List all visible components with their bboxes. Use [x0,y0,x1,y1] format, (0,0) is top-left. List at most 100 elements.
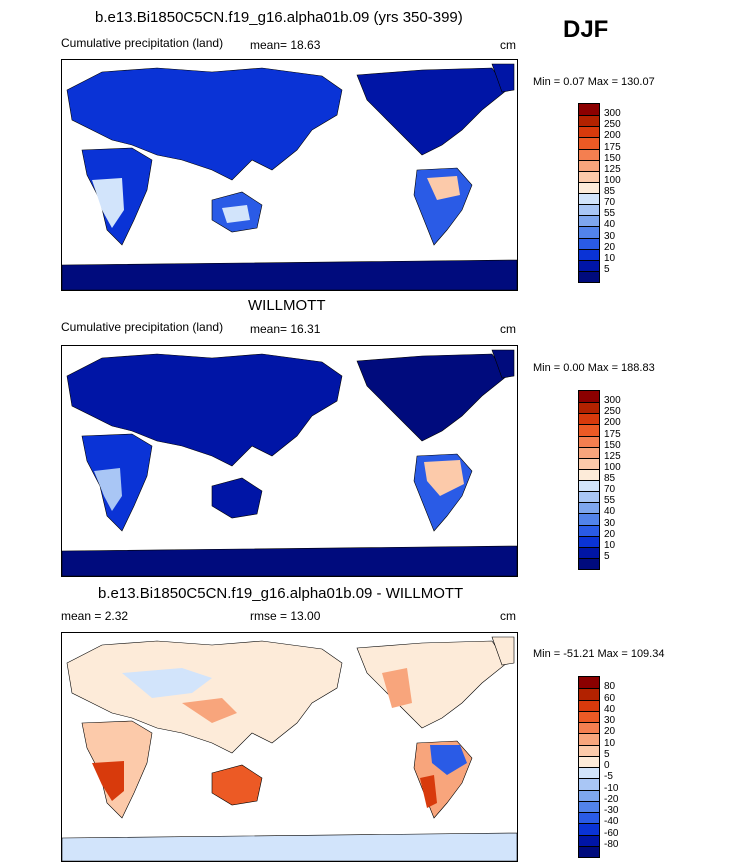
panel-2-variable-label: Cumulative precipitation (land) [61,320,224,334]
colorbar-tick-label: 125 [604,163,621,175]
colorbar-segment [579,204,599,216]
colorbar-tick-label: 85 [604,186,616,197]
colorbar-segment [579,524,599,536]
colorbar-segment [579,502,599,514]
colorbar-segment [579,744,599,756]
colorbar-segment [579,535,599,547]
colorbar-tick-label: 300 [604,108,621,120]
colorbar-segment [579,722,599,734]
colorbar-tick-label: 20 [604,241,616,253]
colorbar-segment [579,193,599,205]
panel-1-mean-label: mean= 18.63 [250,38,321,52]
panel-2-mean-label: mean= 16.31 [250,322,321,336]
panel-1-title: b.e13.Bi1850C5CN.f19_g16.alpha01b.09 (yr… [95,9,463,26]
colorbar-segment [579,767,599,779]
colorbar-tick-label: 70 [604,197,616,209]
panel-1-map-svg [62,63,517,290]
colorbar-tick-label: 250 [604,119,621,131]
colorbar-segment [579,557,599,569]
colorbar-tick-label: 40 [604,703,616,715]
colorbar-segment [579,402,599,414]
colorbar-tick-label: 55 [604,495,616,507]
colorbar-segment [579,491,599,503]
panel-1-minmax: Min = 0.07 Max = 130.07 [533,76,655,88]
colorbar-segment [579,789,599,801]
colorbar-segment [579,424,599,436]
colorbar-segment [579,259,599,271]
colorbar-segment [579,688,599,700]
colorbar-tick-label: 100 [604,174,621,186]
panel-1-landmasses [62,63,517,290]
colorbar-segment [579,677,599,689]
colorbar-tick-label: 40 [604,219,616,231]
panel-3-title: b.e13.Bi1850C5CN.f19_g16.alpha01b.09 - W… [98,585,464,602]
colorbar-tick-label: 55 [604,208,616,220]
colorbar-tick-label: 60 [604,692,616,704]
panel-2-units: cm [500,322,516,336]
colorbar-segment [579,710,599,722]
colorbar-tick-label: 85 [604,473,616,484]
colorbar-segment [579,126,599,138]
panel-3-colorbar [578,676,600,858]
colorbar-tick-label: 30 [604,517,616,529]
colorbar-segment [579,513,599,525]
panel-3-units: cm [500,609,516,623]
colorbar-segment [579,159,599,171]
colorbar-tick-label: 80 [604,681,616,693]
panel-2-title: WILLMOTT [248,297,326,314]
colorbar-segment [579,170,599,182]
colorbar-tick-label: -30 [604,805,619,816]
colorbar-segment [579,137,599,149]
colorbar-segment [579,237,599,249]
colorbar-segment [579,812,599,824]
panel-2-landmasses [62,349,517,576]
colorbar-tick-label: -60 [604,827,619,839]
colorbar-segment [579,104,599,116]
colorbar-tick-label: 250 [604,406,621,418]
panel-1-map [61,59,518,291]
colorbar-segment [579,800,599,812]
colorbar-segment [579,778,599,790]
colorbar-tick-label: 150 [604,152,621,164]
colorbar-tick-label: 200 [604,130,621,142]
colorbar-tick-label: -5 [604,771,613,783]
colorbar-tick-label: 150 [604,439,621,451]
colorbar-tick-label: 175 [604,141,621,153]
colorbar-tick-label: -10 [604,782,619,794]
colorbar-segment [579,457,599,469]
colorbar-segment [579,248,599,260]
colorbar-tick-label: 0 [604,760,610,771]
panel-3-mean-label: mean = 2.32 [61,609,129,623]
panel-2-map-svg [62,349,517,576]
colorbar-segment [579,413,599,425]
colorbar-segment [579,181,599,193]
colorbar-segment [579,270,599,282]
panel-1-colorbar [578,103,600,283]
colorbar-segment [579,446,599,458]
colorbar-tick-label: 10 [604,737,616,749]
colorbar-tick-label: 125 [604,450,621,462]
colorbar-tick-label: 10 [604,539,616,551]
colorbar-segment [579,733,599,745]
colorbar-tick-label: 200 [604,417,621,429]
colorbar-tick-label: 70 [604,484,616,496]
colorbar-tick-label: 30 [604,230,616,242]
panel-3-minmax: Min = -51.21 Max = 109.34 [533,648,665,660]
colorbar-segment [579,480,599,492]
colorbar-tick-label: 100 [604,461,621,473]
panel-3-map-svg [62,636,517,861]
colorbar-segment [579,391,599,403]
colorbar-tick-label: -20 [604,793,619,805]
colorbar-segment [579,755,599,767]
colorbar-segment [579,435,599,447]
colorbar-tick-label: 5 [604,263,610,275]
panel-1-units: cm [500,38,516,52]
colorbar-tick-label: 20 [604,528,616,540]
colorbar-tick-label: -40 [604,816,619,828]
colorbar-segment [579,226,599,238]
colorbar-tick-label: 5 [604,748,610,760]
panel-2-map [61,345,518,577]
panel-1-variable-label: Cumulative precipitation (land) [61,36,224,50]
colorbar-segment [579,845,599,857]
colorbar-tick-label: 30 [604,715,616,726]
